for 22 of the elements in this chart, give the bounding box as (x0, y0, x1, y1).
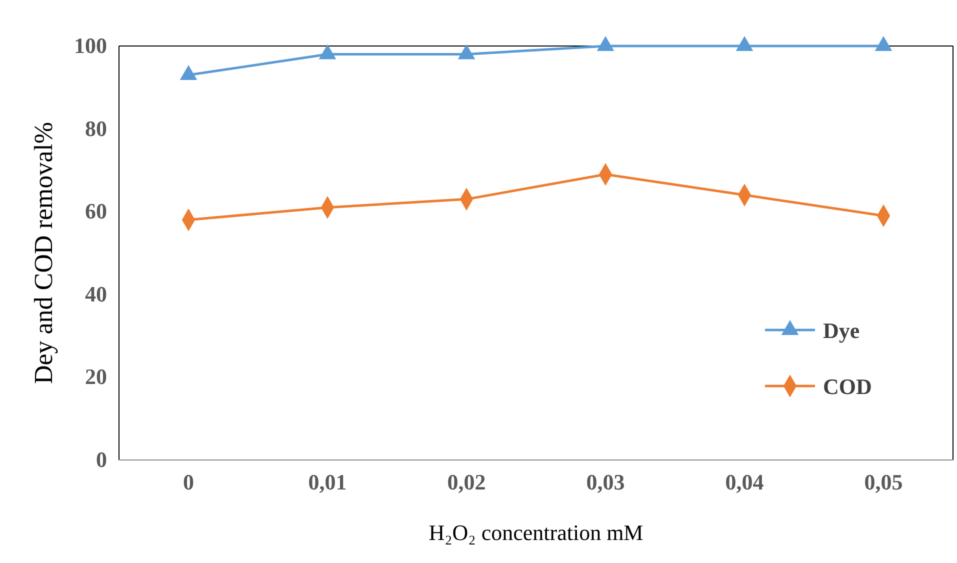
y-tick-label: 80 (85, 116, 107, 141)
point (180, 64, 198, 80)
x-tick-label: 0,02 (447, 470, 486, 495)
y-tick-label: 100 (74, 33, 107, 58)
x-tick-label: 0 (183, 470, 194, 495)
point (458, 44, 476, 60)
legend-label: COD (823, 374, 872, 399)
point (318, 44, 336, 60)
x-tick-label: 0,03 (586, 470, 625, 495)
x-axis-title: H₂O₂ concentration mM (428, 520, 644, 545)
y-axis-title: Dey and COD removal% (29, 122, 58, 384)
y-tick-label: 40 (85, 281, 107, 306)
point (596, 36, 614, 51)
x-tick-label: 0,01 (308, 470, 347, 495)
y-tick-label: 0 (96, 447, 107, 472)
y-tick-label: 60 (85, 198, 107, 224)
point (736, 36, 754, 51)
x-tick-label: 0,04 (725, 470, 764, 495)
point (874, 36, 892, 51)
y-tick-label: 20 (85, 364, 107, 390)
x-tick-label: 0,05 (864, 470, 903, 495)
legend-label: Dye (823, 318, 860, 343)
